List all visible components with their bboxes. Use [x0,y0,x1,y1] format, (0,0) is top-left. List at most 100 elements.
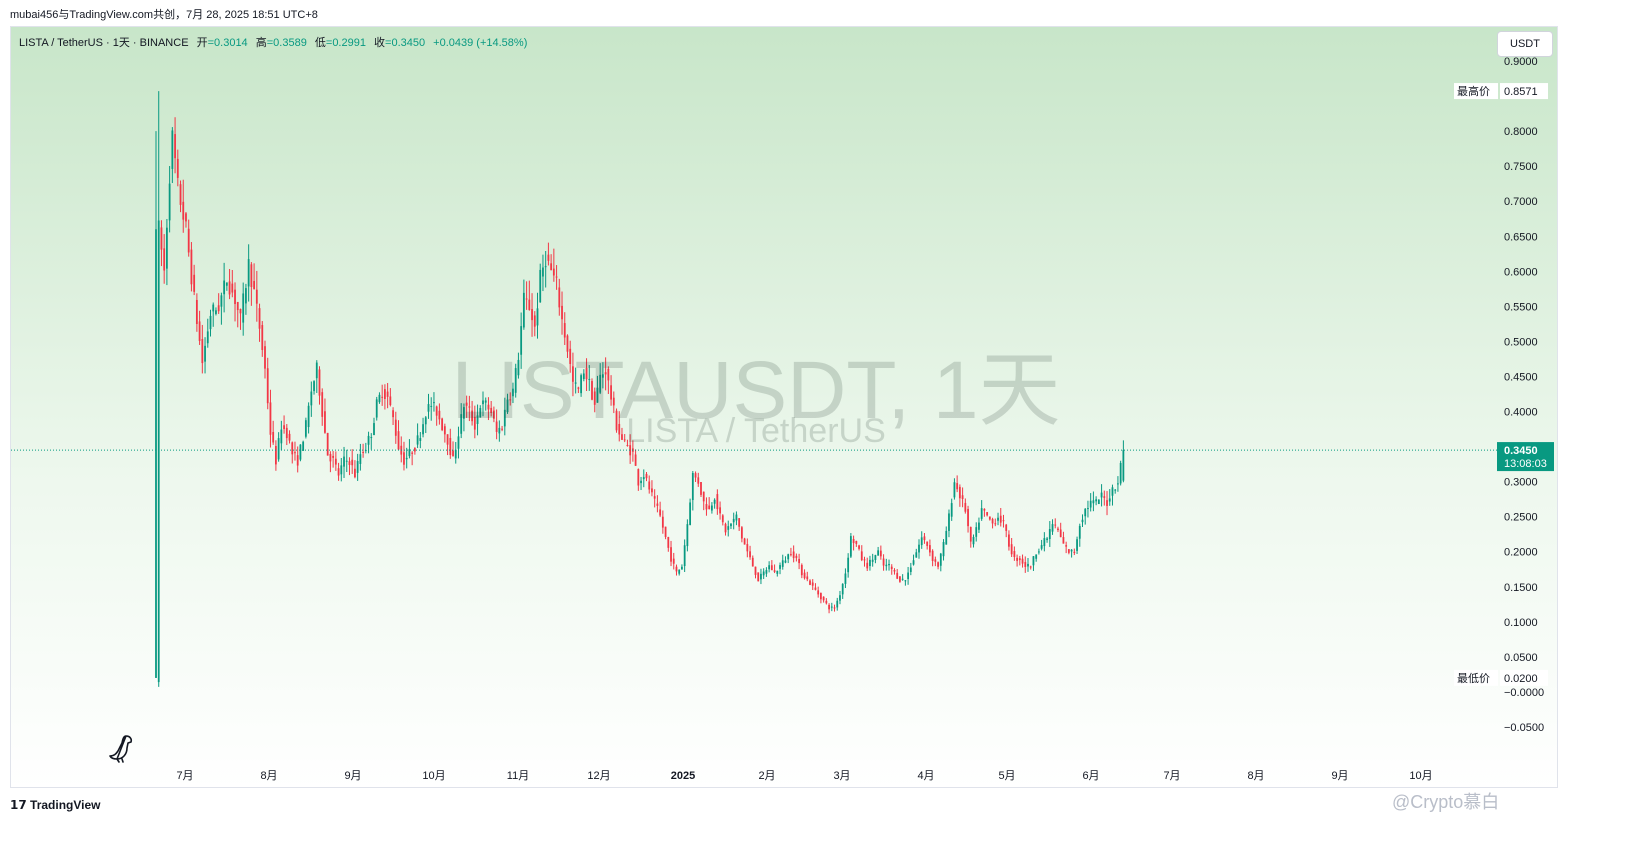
candle-body [1010,544,1013,555]
candle-body [585,367,588,380]
candle-body [179,184,182,205]
candle-body [1065,545,1068,547]
candle-body [329,453,332,462]
candle-body [1054,524,1057,526]
x-tick-label: 8月 [1247,770,1264,782]
candle-body [781,560,784,567]
candle-body [678,569,681,574]
low-value: =0.2991 [325,37,366,49]
candle-body [182,201,185,220]
candle-body [604,372,607,375]
candle-body [1092,500,1095,504]
change-value: +0.0439 (+14.58%) [433,37,528,49]
x-tick-label: 2月 [758,770,775,782]
candle-body [798,558,800,564]
candle-body [691,473,694,501]
candle-body [899,576,901,582]
candle-body [1078,525,1081,539]
open-label: 开 [196,37,208,49]
price-chart[interactable]: 0.9000 0.8000 0.7500 0.7000 0.6500 0.6000 0.55… [11,27,1558,788]
candle-body [228,281,231,295]
candle-body [700,482,702,495]
candle-body [419,438,422,441]
current-price-tag [1497,442,1554,472]
candle-body [283,425,285,429]
candle-body [408,449,411,457]
dinosaur-icon[interactable] [108,734,134,764]
candle-body [1097,499,1100,504]
candle-body [220,295,223,307]
candle-body [1106,500,1108,506]
y-tick-label: 0.1000 [1504,617,1538,629]
x-tick-label: 3月 [833,770,850,782]
candle-body [942,542,945,557]
candle-body [730,523,732,527]
currency-unit-button[interactable]: USDT [1497,31,1553,57]
candle-body [544,266,547,268]
candle-body [509,399,512,401]
candle-body [386,391,389,397]
candle-body [381,396,384,398]
candle-body [907,572,909,580]
low-label: 低 [314,37,326,49]
candle-body [871,559,874,562]
candle-body [550,263,553,271]
candle-body [185,213,187,222]
candle-body [675,566,678,572]
candle-body [656,503,659,506]
candle-body [531,309,533,321]
candle-body [975,527,978,537]
candle-body [490,407,493,413]
candle-body [1070,549,1073,552]
chart-frame[interactable]: 0.9000 0.8000 0.7500 0.7000 0.6500 0.6000 0.55… [10,26,1558,788]
candle-body [776,570,779,574]
candle-body [721,515,724,523]
current-price-value: 0.3450 [1504,445,1538,457]
candle-body [269,402,272,435]
candle-body [939,553,942,566]
tradingview-logo[interactable]: 𝟭𝟳 TradingView [10,798,101,812]
close-value: =0.3450 [385,37,426,49]
candle-body [493,410,495,419]
candle-body [792,551,795,559]
candle-body [1108,498,1111,502]
candle-body [512,388,514,397]
candle-body [215,310,217,314]
candle-body [1029,566,1032,568]
candle-body [877,550,880,556]
candle-body [206,331,209,344]
candle-body [291,442,294,455]
symbol-name[interactable]: LISTA / TetherUS · 1天 · BINANCE [19,37,189,49]
candle-body [760,573,762,580]
high-label: 高 [255,37,267,49]
candle-body [1035,554,1038,559]
candle-body [563,323,566,338]
y-tick-label: 0.2500 [1504,512,1538,524]
time-axis: 7月 8月 9月 10月 11月 12月 2025 2月 3月 4月 5月 6月 7月 8月 9月 10月 [176,770,1432,782]
candle-body [896,572,899,579]
candle-body [356,461,359,473]
candle-body [315,362,318,379]
candle-body [195,299,198,325]
candle-body [1100,492,1103,498]
candle-body [1073,551,1076,553]
y-tick-label: −0.0500 [1504,722,1544,734]
x-tick-label: 4月 [917,770,934,782]
candle-body [738,518,741,527]
candle-body [552,268,555,276]
candle-body [958,486,961,499]
high-price-marker: 最高价 0.8571 [1454,83,1548,100]
candle-body [795,555,798,559]
candle-body [495,421,498,432]
x-tick-label: 9月 [1331,770,1348,782]
candle-body [163,248,166,271]
candle-body [473,416,476,430]
candle-body [855,540,858,544]
candle-body [569,348,572,364]
candle-body [566,335,569,352]
countdown-timer: 13:08:03 [1504,458,1547,470]
y-tick-label: 0.6500 [1504,231,1538,243]
candle-body [915,552,918,558]
candle-body [520,326,523,355]
candle-body [640,480,642,484]
